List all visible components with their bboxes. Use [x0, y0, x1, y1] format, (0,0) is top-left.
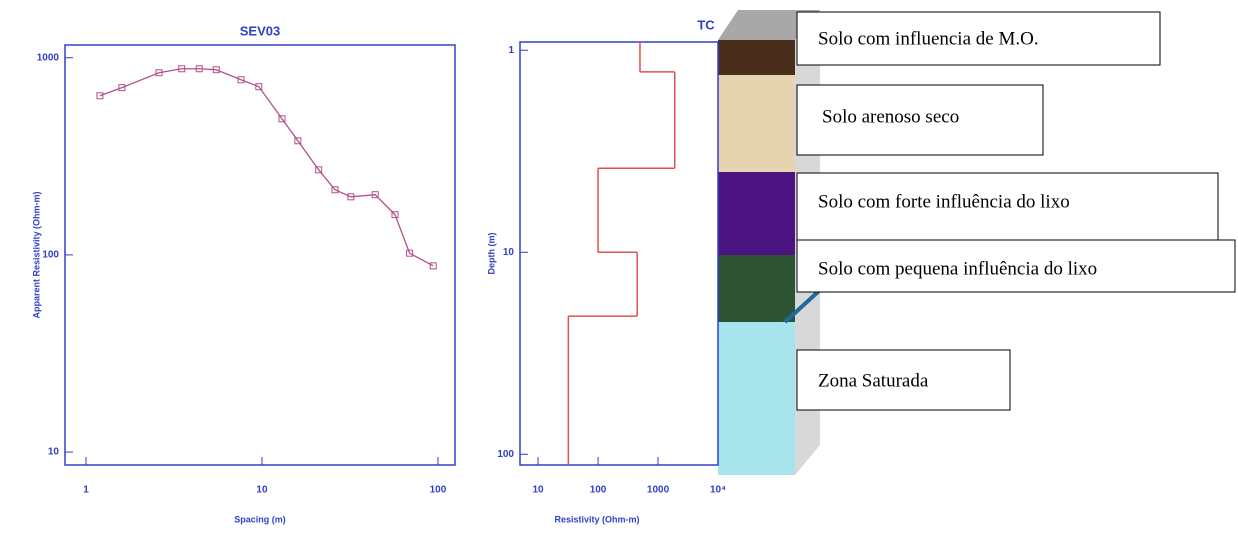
layer-sand — [718, 75, 795, 172]
layer-label: Zona Saturada — [818, 370, 929, 391]
y-axis-title: Apparent Resistivity (Ohm-m) — [31, 191, 41, 318]
chart-title: TC — [697, 17, 715, 32]
chart-title: SEV03 — [240, 23, 280, 38]
plot-frame — [65, 45, 455, 465]
x-axis-title: Resistivity (Ohm-m) — [554, 514, 639, 524]
plot-frame — [520, 42, 718, 465]
x-tick-label: 10⁴ — [710, 485, 726, 496]
y-tick-label: 10 — [48, 447, 60, 458]
y-tick-label: 100 — [497, 449, 514, 460]
x-tick-label: 100 — [430, 485, 447, 496]
layer-strong-waste — [718, 172, 795, 255]
y-tick-label: 1000 — [37, 52, 60, 63]
layer-label: Solo com forte influência do lixo — [818, 191, 1070, 212]
labels: Solo com influencia de M.O. Solo arenoso… — [797, 12, 1235, 410]
layer-label: Solo arenoso seco — [822, 106, 959, 127]
x-tick-label: 1 — [83, 485, 89, 496]
layer-mo — [718, 40, 795, 75]
x-tick-label: 100 — [590, 485, 607, 496]
figure: Solo com influencia de M.O. Solo arenoso… — [0, 0, 1238, 535]
y-tick-label: 100 — [42, 250, 59, 261]
fit-curve — [100, 69, 433, 266]
x-axis-title: Spacing (m) — [234, 514, 286, 524]
x-tick-label: 10 — [532, 485, 544, 496]
x-tick-label: 10 — [256, 485, 268, 496]
y-tick-label: 1 — [508, 45, 514, 56]
y-axis-title: Depth (m) — [486, 233, 496, 275]
layer-label: Solo com pequena influência do lixo — [818, 258, 1097, 279]
x-tick-label: 1000 — [647, 485, 670, 496]
layer-weak-waste — [718, 255, 795, 322]
layer-label: Solo com influencia de M.O. — [818, 28, 1039, 49]
y-tick-label: 10 — [503, 247, 515, 258]
layer-saturated — [718, 322, 795, 475]
